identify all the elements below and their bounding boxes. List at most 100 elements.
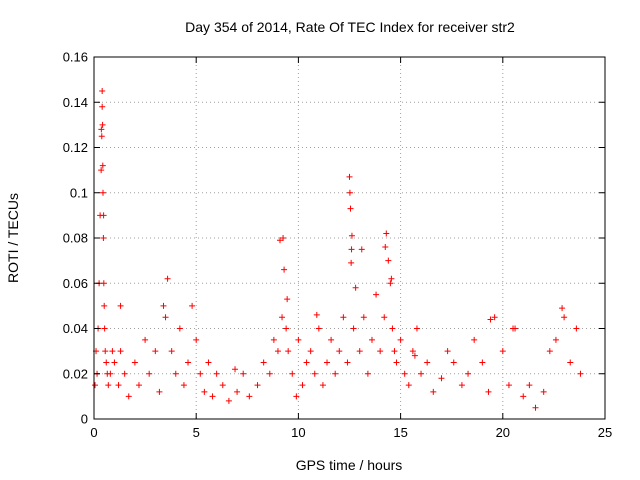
data-point — [491, 314, 498, 321]
data-point — [311, 370, 318, 377]
data-point — [193, 336, 200, 343]
data-point — [98, 133, 105, 140]
data-point — [109, 348, 116, 355]
data-point — [125, 393, 132, 400]
data-point — [142, 336, 149, 343]
data-point — [107, 370, 114, 377]
x-tick-label: 25 — [598, 425, 612, 440]
data-point — [340, 314, 347, 321]
y-axis-label: ROTI / TECUs — [5, 193, 21, 283]
data-point — [526, 382, 533, 389]
data-point — [438, 375, 445, 382]
data-point — [205, 359, 212, 366]
data-point — [201, 388, 208, 395]
data-point — [561, 314, 568, 321]
data-point — [413, 325, 420, 332]
data-point — [246, 393, 253, 400]
data-point — [532, 404, 539, 411]
axis-ticks: 0 5 10 15 20 25 0 0.02 0.04 0.06 0.08 0.1 0.12 0.14 0.… — [63, 50, 613, 441]
data-point — [324, 359, 331, 366]
data-point — [99, 189, 106, 196]
data-point — [385, 257, 392, 264]
data-point — [336, 348, 343, 355]
data-point — [99, 162, 106, 169]
data-point — [98, 126, 105, 133]
y-tick-label: 0.1 — [70, 185, 88, 200]
data-point — [356, 348, 363, 355]
data-point — [176, 325, 183, 332]
data-point — [99, 87, 106, 94]
x-tick-label: 20 — [496, 425, 510, 440]
data-point — [234, 388, 241, 395]
data-point — [352, 284, 359, 291]
data-point — [156, 388, 163, 395]
data-point — [100, 235, 107, 241]
data-point — [348, 246, 355, 253]
data-point — [401, 370, 408, 377]
data-point — [281, 266, 288, 273]
data-point — [293, 393, 300, 400]
data-point — [164, 275, 171, 282]
chart-title: Day 354 of 2014, Rate Of TEC Index for r… — [185, 19, 515, 35]
data-point — [347, 205, 354, 212]
data-point — [285, 348, 292, 355]
data-point — [101, 302, 108, 309]
data-point — [185, 359, 192, 366]
data-point — [101, 325, 108, 332]
x-axis-label: GPS time / hours — [296, 457, 403, 473]
data-point — [332, 370, 339, 377]
data-point — [383, 230, 390, 237]
data-point — [299, 382, 306, 389]
data-point — [418, 370, 425, 377]
data-point — [254, 382, 261, 389]
data-point — [346, 189, 353, 196]
data-point — [381, 314, 388, 321]
data-point — [284, 296, 291, 303]
data-point — [348, 232, 355, 239]
data-point — [172, 370, 179, 377]
data-point — [209, 393, 216, 400]
data-point — [160, 302, 167, 309]
data-point — [303, 359, 310, 366]
data-point — [546, 348, 553, 355]
data-point — [444, 348, 451, 355]
data-point — [559, 305, 566, 312]
data-point — [232, 366, 239, 373]
data-point — [111, 359, 118, 366]
data-point — [315, 325, 322, 332]
data-point — [388, 275, 395, 282]
data-point — [358, 246, 365, 253]
data-point — [260, 359, 267, 366]
data-point — [219, 382, 226, 389]
data-point — [573, 325, 580, 332]
data-point — [430, 388, 437, 395]
data-point — [368, 336, 375, 343]
data-point — [100, 212, 107, 219]
data-point — [92, 382, 99, 389]
data-point — [98, 167, 105, 174]
data-point — [382, 244, 389, 251]
data-point — [387, 280, 394, 287]
data-point — [280, 235, 287, 241]
data-point — [328, 336, 335, 343]
data-point — [397, 336, 404, 343]
data-point — [117, 348, 124, 355]
data-point — [240, 370, 247, 377]
y-tick-label: 0.12 — [63, 140, 88, 155]
data-point — [115, 382, 122, 389]
data-point — [499, 348, 506, 355]
x-tick-label: 0 — [90, 425, 97, 440]
x-tick-label: 15 — [393, 425, 407, 440]
data-point — [100, 280, 107, 287]
data-point — [135, 382, 142, 389]
data-point — [146, 370, 153, 377]
data-point — [266, 370, 273, 377]
data-point — [103, 359, 110, 366]
data-point — [479, 359, 486, 366]
data-point — [577, 370, 584, 377]
data-point — [197, 370, 204, 377]
data-point — [364, 370, 371, 377]
y-tick-label: 0.06 — [63, 276, 88, 291]
y-tick-label: 0.14 — [63, 95, 88, 110]
